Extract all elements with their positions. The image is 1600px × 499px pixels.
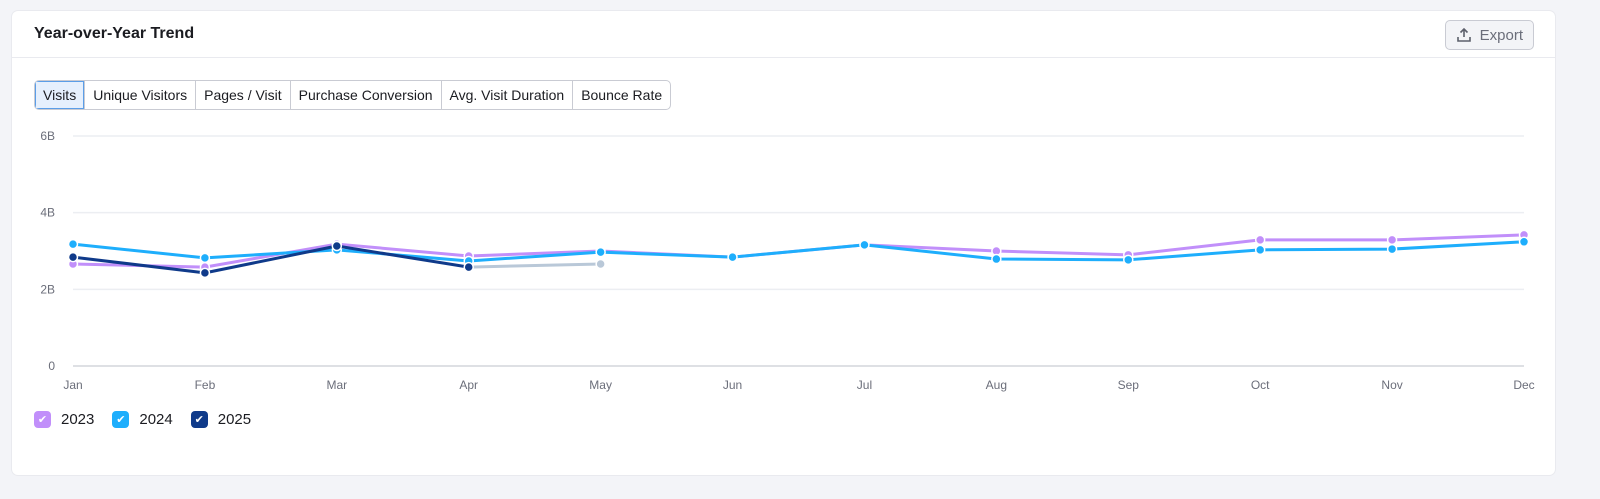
y-tick-label: 0: [48, 359, 55, 373]
tab-unique-visitors[interactable]: Unique Visitors: [84, 81, 195, 109]
x-tick-label: Apr: [459, 378, 478, 392]
series-2025-point: [331, 240, 343, 252]
tab-pages-per-visit[interactable]: Pages / Visit: [195, 81, 290, 109]
card-title: Year-over-Year Trend: [34, 25, 195, 42]
x-tick-label: Mar: [326, 378, 347, 392]
x-tick-label: Jun: [723, 378, 742, 392]
series-2024-point: [595, 246, 606, 258]
checkbox-checked-icon[interactable]: ✔: [34, 411, 51, 428]
series-2023-point: [1386, 234, 1398, 246]
x-tick-label: Dec: [1513, 378, 1534, 392]
legend-label: 2023: [61, 411, 95, 428]
legend-item-2024[interactable]: ✔ 2024: [112, 411, 173, 428]
x-tick-label: Aug: [986, 378, 1007, 392]
series-2024-point: [199, 252, 211, 264]
series-2024-point: [1123, 254, 1134, 266]
tab-purchase-conversion[interactable]: Purchase Conversion: [289, 81, 441, 109]
y-tick-label: 4B: [40, 206, 55, 220]
series-2025-partial-line: [468, 262, 601, 269]
tab-visits[interactable]: Visits: [35, 81, 85, 109]
series-2023-point: [1254, 234, 1266, 246]
series-2025-point: [199, 267, 211, 279]
series-2025-point: [67, 251, 79, 263]
legend-label: 2024: [139, 411, 173, 428]
checkbox-checked-icon[interactable]: ✔: [112, 411, 130, 428]
yoy-trend-card: Year-over-Year Trend Export Visits Uniqu…: [12, 11, 1555, 475]
x-tick-label: Jan: [63, 378, 82, 392]
export-button[interactable]: Export: [1444, 20, 1534, 50]
series-2024-point: [727, 251, 738, 263]
legend-item-2025[interactable]: ✔ 2025: [190, 411, 252, 428]
y-tick-label: 2B: [40, 282, 55, 296]
series-2024-line: [72, 240, 1525, 263]
metric-tabs: Visits Unique Visitors Pages / Visit Pur…: [34, 80, 672, 110]
export-label: Export: [1479, 26, 1523, 44]
legend: ✔ 2023 ✔ 2024 ✔ 2025: [34, 411, 251, 428]
x-tick-label: Feb: [195, 378, 216, 392]
y-tick-label: 6B: [40, 129, 55, 143]
series-2024-point: [859, 239, 870, 251]
series-2025-line: [72, 244, 469, 275]
legend-item-2023[interactable]: ✔ 2023: [34, 411, 94, 428]
upload-icon: [1456, 27, 1471, 42]
x-tick-label: Sep: [1118, 378, 1140, 392]
series-2025-point: [463, 261, 474, 273]
x-tick-label: Jul: [857, 378, 872, 392]
x-tick-label: May: [589, 378, 612, 392]
x-tick-label: Oct: [1251, 378, 1270, 392]
checkbox-checked-icon[interactable]: ✔: [190, 411, 208, 428]
series-2024-point: [67, 238, 79, 250]
x-tick-label: Nov: [1381, 378, 1402, 392]
series-2024-point: [1386, 243, 1398, 255]
series-2024-point: [1518, 236, 1530, 248]
series-2024-point: [1254, 244, 1266, 256]
legend-label: 2025: [217, 411, 252, 428]
card-header: Year-over-Year Trend Export: [12, 11, 1555, 58]
tab-bounce-rate[interactable]: Bounce Rate: [572, 81, 670, 109]
series-2024-point: [991, 253, 1002, 265]
series-2025-partial-point: [595, 258, 606, 270]
tab-avg-visit-duration[interactable]: Avg. Visit Duration: [440, 81, 573, 109]
